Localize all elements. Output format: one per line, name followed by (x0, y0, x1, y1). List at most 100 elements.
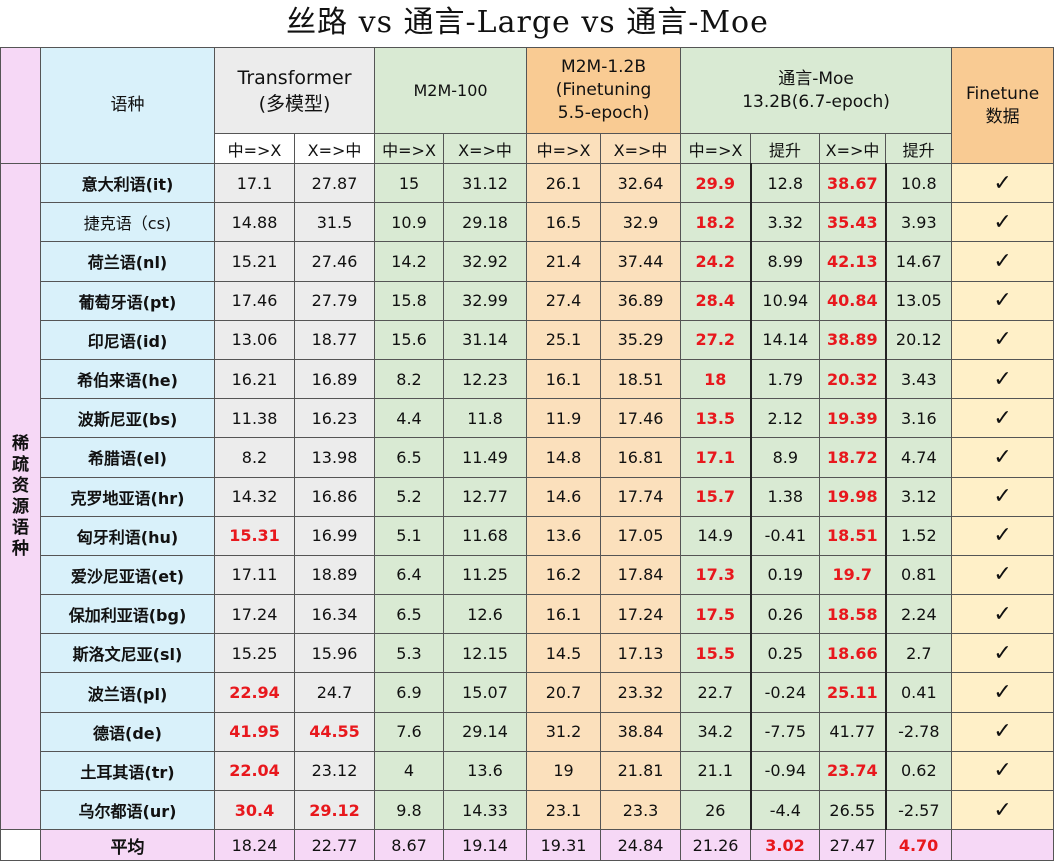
value-cell: -4.4 (749, 789, 821, 831)
value-cell: 32.99 (443, 280, 528, 321)
value-cell: 12.8 (749, 162, 821, 204)
average-value-cell: 22.77 (293, 829, 376, 862)
sub-header-4: 中=>X (526, 133, 602, 164)
value-cell: 11.9 (526, 398, 602, 439)
value-cell: 19.39 (819, 398, 887, 439)
value-cell: 2.24 (884, 594, 953, 635)
value-cell: 15.31 (214, 515, 295, 556)
value-cell: 6.4 (374, 554, 445, 596)
value-cell: 18.51 (600, 358, 682, 400)
m2m12b-group-header: M2M-1.2B (Finetuning 5.5-epoch) (526, 47, 682, 134)
checkmark-icon: ✓ (951, 202, 1055, 243)
value-cell: 11.38 (214, 398, 295, 439)
value-cell: 8.2 (214, 437, 295, 478)
finetune-column-header: Finetune 数据 (951, 47, 1055, 164)
transformer-group-header: Transformer (多模型) (213, 47, 376, 134)
m2m100-group-header: M2M-100 (374, 47, 528, 134)
value-cell: 27.79 (293, 280, 376, 321)
value-cell: 26 (680, 789, 752, 831)
checkmark-icon: ✓ (951, 594, 1055, 635)
value-cell: 23.74 (819, 750, 887, 792)
checkmark-icon: ✓ (951, 280, 1055, 321)
table-row: 印尼语(id) 13.06 18.77 15.6 31.14 25.1 35.29 27.2 1… (1, 319, 1055, 360)
table-row: 德语(de) 41.95 44.55 7.6 29.14 31.2 38.84 34.2 -7.… (1, 711, 1055, 752)
value-cell: 25.1 (526, 319, 602, 360)
checkmark-icon: ✓ (951, 162, 1055, 204)
value-cell: 15 (374, 162, 445, 204)
value-cell: 18.77 (293, 319, 376, 360)
value-cell: 18.58 (819, 594, 887, 635)
value-cell: 16.89 (293, 358, 376, 400)
value-cell: 21.4 (526, 241, 602, 282)
value-cell: 17.24 (600, 594, 682, 635)
value-cell: -0.41 (749, 515, 821, 556)
value-cell: 24.7 (293, 672, 376, 713)
language-cell: 希伯来语(he) (40, 358, 215, 400)
value-cell: 14.67 (884, 241, 953, 282)
table-row: 葡萄牙语(pt) 17.46 27.79 15.8 32.99 27.4 36.89 28.4… (1, 280, 1055, 321)
value-cell: 22.94 (214, 672, 295, 713)
value-cell: 27.46 (293, 241, 376, 282)
transformer-header-line1: Transformer (237, 66, 352, 89)
value-cell: 35.29 (600, 319, 682, 360)
table-row: 稀疏资源语种 意大利语(it) 17.1 27.87 15 31.12 26.1 32.64 2… (0, 162, 1055, 831)
value-cell: 16.81 (600, 437, 682, 478)
value-cell: 7.6 (374, 711, 445, 752)
sub-header-1: X=>中 (293, 133, 376, 164)
value-cell: 28.4 (680, 280, 752, 321)
sub-header-6: 中=>X (680, 133, 752, 164)
value-cell: 20.32 (819, 358, 887, 400)
table-row: 克罗地亚语(hr) 14.32 16.86 5.2 12.77 14.6 17.74 15.7… (1, 476, 1055, 517)
value-cell: 12.6 (443, 594, 528, 635)
value-cell: 2.12 (749, 398, 821, 439)
value-cell: 17.84 (600, 554, 682, 596)
value-cell: 38.84 (600, 711, 682, 752)
checkmark-icon: ✓ (951, 554, 1055, 596)
value-cell: 1.79 (749, 358, 821, 400)
value-cell: 31.5 (293, 202, 376, 243)
language-cell: 捷克语（cs) (40, 202, 215, 243)
value-cell: 3.32 (749, 202, 821, 243)
value-cell: 34.2 (680, 711, 752, 752)
table-row: 荷兰语(nl) 15.21 27.46 14.2 32.92 21.4 37.44 24.2 8… (1, 241, 1055, 282)
value-cell: 14.14 (749, 319, 821, 360)
table-row: 波斯尼亚(bs) 11.38 16.23 4.4 11.8 11.9 17.46 13.5 2.… (1, 398, 1055, 439)
language-cell: 葡萄牙语(pt) (40, 280, 215, 321)
value-cell: 0.62 (884, 750, 953, 792)
finetune-header-line2: 数据 (985, 106, 1020, 127)
value-cell: -7.75 (749, 711, 821, 752)
value-cell: 3.43 (884, 358, 953, 400)
average-spacer (0, 829, 41, 862)
checkmark-icon: ✓ (951, 515, 1055, 556)
sub-header-3: X=>中 (443, 133, 528, 164)
category-text: 稀疏资源语种 (12, 433, 29, 559)
value-cell: 8.2 (374, 358, 445, 400)
value-cell: 16.1 (526, 358, 602, 400)
language-cell: 希腊语(el) (40, 437, 215, 478)
value-cell: 16.21 (214, 358, 295, 400)
table-row: 希腊语(el) 8.2 13.98 6.5 11.49 14.8 16.81 17.1 8.9 1… (1, 437, 1055, 478)
value-cell: 32.92 (443, 241, 528, 282)
value-cell: 16.86 (293, 476, 376, 517)
value-cell: -2.78 (884, 711, 953, 752)
value-cell: 15.7 (680, 476, 752, 517)
category-label: 稀疏资源语种 (0, 162, 41, 831)
value-cell: 3.93 (884, 202, 953, 243)
language-cell: 保加利亚语(bg) (40, 594, 215, 635)
value-cell: 18.66 (819, 633, 887, 674)
value-cell: 32.9 (600, 202, 682, 243)
value-cell: 12.15 (443, 633, 528, 674)
checkmark-icon: ✓ (951, 398, 1055, 439)
checkmark-icon: ✓ (951, 633, 1055, 674)
value-cell: 31.2 (526, 711, 602, 752)
checkmark-icon: ✓ (951, 241, 1055, 282)
value-cell: 13.6 (526, 515, 602, 556)
value-cell: 29.12 (293, 789, 376, 831)
value-cell: 11.49 (443, 437, 528, 478)
value-cell: 41.95 (214, 711, 295, 752)
value-cell: 17.74 (600, 476, 682, 517)
average-value-cell: 8.67 (374, 829, 445, 862)
checkmark-icon: ✓ (951, 437, 1055, 478)
value-cell: -0.24 (749, 672, 821, 713)
language-cell: 波斯尼亚(bs) (40, 398, 215, 439)
